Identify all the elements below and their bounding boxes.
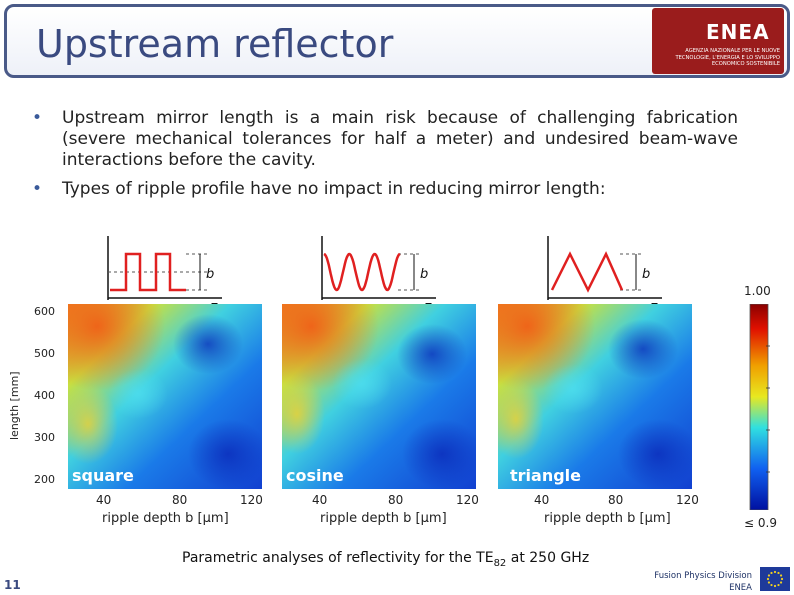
x-tick-label: 120 bbox=[240, 493, 263, 507]
y-axis-label: length [mm] bbox=[8, 371, 21, 440]
x-tick-label: 80 bbox=[172, 493, 188, 507]
x-tick-label: 80 bbox=[388, 493, 404, 507]
figure-caption: Parametric analyses of reflectivity for … bbox=[182, 550, 589, 569]
bullet-item: • Upstream mirror length is a main risk … bbox=[32, 108, 738, 171]
caption-subscript: 82 bbox=[493, 557, 507, 569]
slide-title: Upstream reflector bbox=[36, 22, 394, 66]
x-tick-label: 120 bbox=[676, 493, 699, 507]
x-tick-label: 120 bbox=[456, 493, 479, 507]
x-axis-label: ripple depth b [μm] bbox=[102, 511, 229, 526]
footer-organization: Fusion Physics Division ENEA bbox=[648, 570, 752, 594]
x-tick-label: 80 bbox=[608, 493, 624, 507]
y-tick-label: 300 bbox=[34, 431, 55, 444]
cosine-curve bbox=[323, 252, 401, 292]
slide-number: 11 bbox=[4, 578, 21, 592]
logo-subtitle: AGENZIA NAZIONALE PER LE NUOVE TECNOLOGI… bbox=[675, 48, 780, 67]
triangle-profile-inset: b z bbox=[547, 236, 662, 312]
plot-label-square: square bbox=[72, 466, 134, 485]
colorbar-max-label: 1.00 bbox=[744, 284, 771, 298]
x-axis-label: ripple depth b [μm] bbox=[544, 511, 671, 526]
bullet-list: • Upstream mirror length is a main risk … bbox=[32, 108, 738, 208]
eu-star bbox=[770, 583, 773, 587]
eu-star bbox=[773, 570, 777, 574]
b-label: b bbox=[420, 267, 428, 282]
bullet-icon: • bbox=[32, 179, 43, 199]
y-tick-label: 400 bbox=[34, 389, 55, 402]
heatmap-cosine bbox=[282, 304, 476, 489]
caption-suffix: at 250 GHz bbox=[506, 550, 590, 566]
bullet-icon: • bbox=[32, 108, 43, 128]
x-tick-label: 40 bbox=[96, 493, 112, 507]
eu-star bbox=[779, 581, 783, 584]
eu-star bbox=[767, 581, 771, 584]
eu-star bbox=[773, 584, 777, 588]
y-tick-label: 600 bbox=[34, 305, 55, 318]
x-axis-label: ripple depth b [μm] bbox=[320, 511, 447, 526]
bullet-text: Types of ripple profile have no impact i… bbox=[62, 179, 606, 199]
eu-star bbox=[770, 571, 773, 575]
eu-star bbox=[779, 574, 783, 577]
cosine-profile-inset: b z bbox=[321, 236, 436, 312]
square-profile-inset: b z bbox=[107, 236, 222, 312]
plot-label-cosine: cosine bbox=[286, 466, 344, 485]
b-label: b bbox=[642, 267, 650, 282]
b-label: b bbox=[206, 267, 214, 282]
y-tick-label: 500 bbox=[34, 347, 55, 360]
y-tick-label: 200 bbox=[34, 473, 55, 486]
eu-star bbox=[780, 577, 784, 581]
eu-star bbox=[767, 574, 771, 577]
logo-wordmark: ENEA bbox=[706, 20, 770, 44]
heatmap-square bbox=[68, 304, 262, 489]
bullet-text: Upstream mirror length is a main risk be… bbox=[62, 108, 738, 170]
plot-label-triangle: triangle bbox=[510, 466, 581, 485]
eu-flag-icon bbox=[760, 567, 790, 591]
caption-prefix: Parametric analyses of reflectivity for … bbox=[182, 550, 494, 566]
colorbar-min-label: ≤ 0.9 bbox=[744, 516, 777, 530]
colorbar bbox=[749, 304, 770, 510]
x-tick-label: 40 bbox=[312, 493, 328, 507]
footer-agency: ENEA bbox=[729, 583, 752, 593]
eu-star bbox=[777, 583, 780, 587]
heatmap-triangle bbox=[498, 304, 692, 489]
eu-star bbox=[766, 577, 770, 581]
enea-logo: ENEA AGENZIA NAZIONALE PER LE NUOVE TECN… bbox=[652, 8, 784, 74]
eu-star bbox=[777, 571, 780, 575]
x-tick-label: 40 bbox=[534, 493, 550, 507]
footer-division: Fusion Physics Division bbox=[654, 571, 752, 581]
bullet-item: • Types of ripple profile have no impact… bbox=[32, 179, 738, 200]
